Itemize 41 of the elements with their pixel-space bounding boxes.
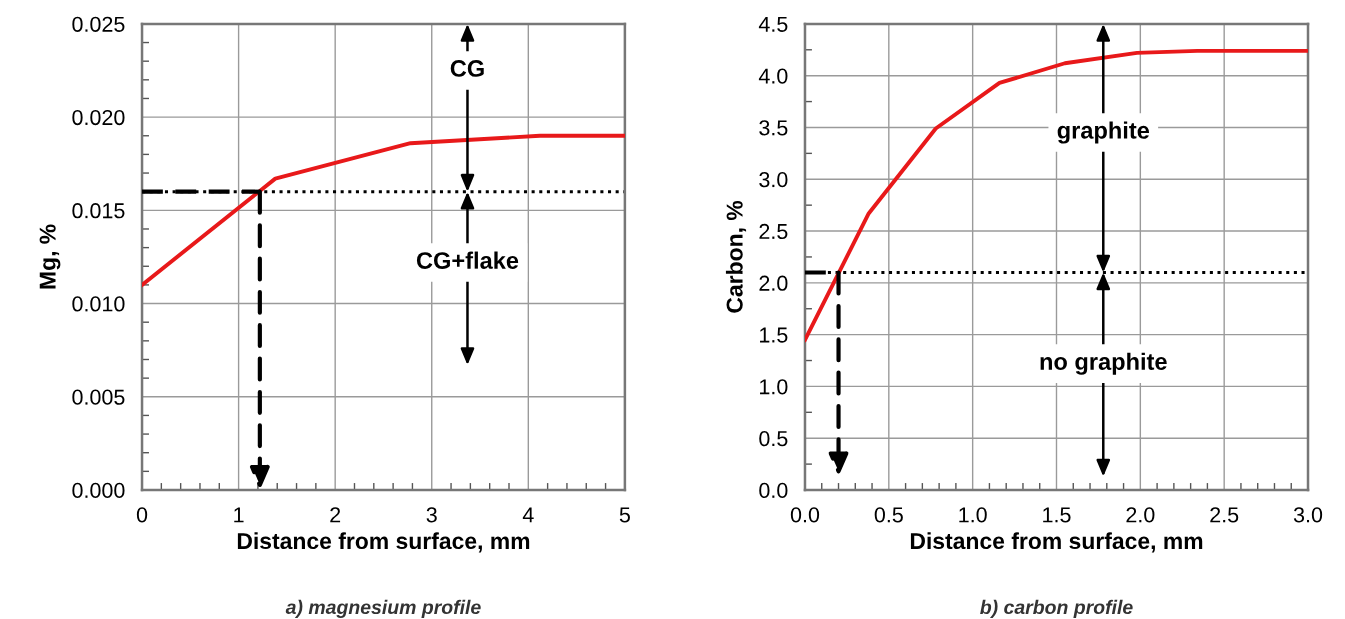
text: a) magnesium profile (285, 599, 481, 618)
y-tick-label: 0.0 (759, 482, 788, 499)
y-tick-label: 0.5 (759, 430, 788, 447)
x-axis-title: Distance from surface, mm (910, 532, 1203, 553)
y-tick-label: 0.020 (72, 109, 125, 126)
line-series (804, 48, 1309, 342)
x-tick-label: 3.0 (1293, 507, 1323, 523)
x-tick-label: 5 (619, 507, 630, 523)
annotation: graphite (1057, 121, 1150, 144)
x-tick-label: 0.0 (790, 507, 820, 523)
y-axis-title: Mg, % (39, 224, 61, 289)
x-tick-label: 1.0 (959, 507, 987, 523)
y-tick-label: 0.010 (72, 296, 125, 312)
x-tick-label: 0.5 (874, 507, 903, 523)
y-tick-label: 4.0 (758, 68, 788, 84)
y-tick-label: 0.015 (72, 203, 125, 219)
line-series (142, 133, 625, 287)
y-tick-label: 0.000 (72, 482, 125, 499)
x-axis-title: Distance from surface, mm (237, 532, 530, 553)
annotation: no graphite (1040, 352, 1167, 375)
y-tick-label: 2.0 (759, 275, 788, 291)
x-tick-label: 4 (522, 507, 534, 523)
x-tick-label: 2.5 (1210, 507, 1239, 523)
y-tick-label: 3.5 (759, 120, 788, 136)
y-tick-label: 2.5 (759, 223, 788, 240)
x-tick-label: 1 (234, 507, 244, 523)
y-tick-label: 3.0 (759, 172, 788, 188)
x-tick-label: 0 (136, 507, 148, 523)
x-tick-label: 3 (426, 507, 437, 523)
x-tick-label: 2.0 (1126, 507, 1155, 523)
text: b) carbon profile (980, 599, 1133, 618)
y-tick-label: 0.005 (72, 389, 125, 405)
y-tick-label: 4.5 (758, 16, 788, 32)
annotation: CG (450, 60, 484, 77)
y-axis-title: Carbon, % (725, 200, 747, 313)
y-tick-label: 1.5 (760, 327, 788, 343)
x-tick-label: 1.5 (1043, 507, 1071, 523)
y-tick-label: 0.025 (72, 16, 125, 32)
annotation: CG+flake (416, 251, 519, 269)
x-tick-label: 2 (330, 507, 341, 523)
y-tick-label: 1.0 (760, 379, 788, 395)
